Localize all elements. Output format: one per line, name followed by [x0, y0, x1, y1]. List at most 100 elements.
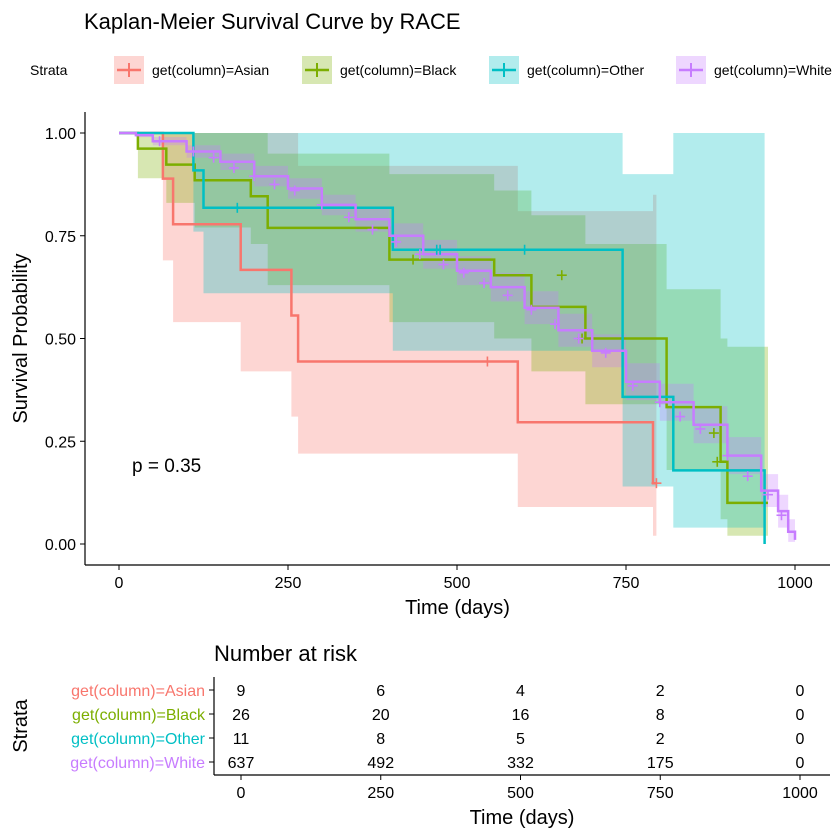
censor-mark	[269, 179, 280, 190]
y-tick-label: 1.00	[45, 126, 76, 143]
risk-x-tick-label: 750	[647, 785, 674, 802]
y-tick-label: 0.25	[45, 434, 76, 451]
risk-cell: 20	[372, 707, 390, 724]
chart-title: Kaplan-Meier Survival Curve by RACE	[84, 9, 461, 34]
censor-mark	[228, 162, 239, 173]
y-tick-label: 0.00	[45, 537, 76, 554]
legend-label: get(column)=White	[714, 62, 832, 78]
risk-row-label: get(column)=White	[70, 755, 205, 772]
censor-mark	[458, 267, 469, 278]
censor-mark	[519, 244, 530, 255]
censor-mark	[435, 244, 446, 255]
risk-cell: 8	[376, 731, 385, 748]
risk-cell: 2	[656, 683, 665, 700]
censor-mark	[762, 489, 773, 500]
censor-mark	[654, 397, 665, 408]
risk-x-tick-label: 250	[367, 785, 394, 802]
risk-cell: 175	[647, 755, 674, 772]
risk-cell: 0	[796, 731, 805, 748]
censor-mark	[627, 380, 638, 391]
censor-mark	[526, 304, 537, 315]
risk-cell: 637	[228, 755, 255, 772]
legend-title: Strata	[30, 62, 68, 78]
censor-mark	[249, 171, 260, 182]
risk-cell: 11	[233, 731, 250, 748]
censor-mark	[154, 136, 165, 147]
legend-item: get(column)=White	[676, 56, 832, 84]
risk-row-label: get(column)=Asian	[71, 683, 205, 700]
censor-mark	[289, 185, 300, 196]
risk-table: Number at risk get(column)=Asian 9 6 4 2 0get…	[10, 641, 830, 829]
risk-cell: 0	[796, 755, 805, 772]
km-plot: 0.00 0.25 0.50 0.75 1.00 0 250 500 750 1000 Time (…	[10, 112, 830, 619]
ci-band	[119, 133, 657, 536]
risk-cell: 332	[507, 755, 534, 772]
risk-x-axis-label: Time (days)	[470, 807, 575, 829]
risk-cell: 0	[796, 707, 805, 724]
risk-cell: 5	[516, 731, 525, 748]
censor-mark	[651, 478, 662, 489]
censor-mark	[708, 428, 719, 439]
censor-mark	[479, 278, 490, 289]
survival-curve	[119, 131, 657, 485]
risk-row-label: get(column)=Black	[72, 707, 206, 724]
censor-mark	[438, 259, 449, 270]
survival-curve	[119, 131, 766, 544]
censor-mark	[695, 423, 706, 434]
risk-cell: 2	[656, 731, 665, 748]
y-axis-label: Survival Probability	[10, 253, 32, 423]
censor-mark	[482, 356, 493, 367]
x-tick-label: 250	[275, 575, 302, 592]
survival-curve	[119, 131, 768, 505]
censor-mark	[232, 202, 243, 213]
risk-cell: 0	[796, 683, 805, 700]
x-tick-label: 750	[613, 575, 640, 592]
censor-mark	[600, 347, 611, 358]
legend-item: get(column)=Black	[302, 56, 457, 84]
risk-x-tick-label: 500	[507, 785, 534, 802]
legend-label: get(column)=Black	[340, 62, 457, 78]
risk-cell: 4	[516, 683, 525, 700]
risk-x-tick-label: 0	[237, 785, 246, 802]
censor-mark	[742, 471, 753, 482]
risk-x-tick-label: 1000	[782, 785, 818, 802]
y-tick-label: 0.50	[45, 332, 76, 349]
censor-mark	[188, 146, 199, 157]
risk-cell: 26	[232, 707, 250, 724]
risk-row-label: get(column)=Other	[71, 731, 206, 748]
censor-mark	[208, 152, 219, 163]
risk-cell: 492	[367, 755, 394, 772]
risk-cell: 16	[512, 707, 530, 724]
legend-item: get(column)=Asian	[114, 56, 269, 84]
risk-cell: 8	[656, 707, 665, 724]
censor-mark	[391, 236, 402, 247]
censor-mark	[343, 212, 354, 223]
p-value-annotation: p = 0.35	[132, 456, 201, 477]
x-axis-label: Time (days)	[405, 597, 510, 619]
censor-mark	[408, 254, 419, 265]
legend-label: get(column)=Other	[527, 62, 644, 78]
x-tick-label: 500	[444, 575, 471, 592]
survival-curve	[119, 131, 797, 540]
censor-mark	[675, 411, 686, 422]
risk-cell: 6	[376, 683, 385, 700]
risk-y-axis-label: Strata	[10, 698, 32, 752]
ci-band	[119, 133, 768, 536]
ci-band	[119, 133, 765, 544]
censor-mark	[556, 270, 567, 281]
censor-mark	[367, 224, 378, 235]
censor-mark	[550, 319, 561, 330]
censor-mark	[502, 290, 513, 301]
y-tick-label: 0.75	[45, 229, 76, 246]
censor-mark	[712, 456, 723, 467]
censor-mark	[316, 199, 327, 210]
censor-mark	[573, 333, 584, 344]
legend-item: get(column)=Other	[489, 56, 644, 84]
risk-table-title: Number at risk	[214, 641, 358, 666]
legend: Strata get(column)=Asian get(column)=Blac…	[30, 56, 832, 84]
censor-mark	[776, 510, 787, 521]
x-tick-label: 1000	[777, 575, 813, 592]
censor-mark	[414, 249, 425, 260]
censor-mark	[722, 450, 733, 461]
